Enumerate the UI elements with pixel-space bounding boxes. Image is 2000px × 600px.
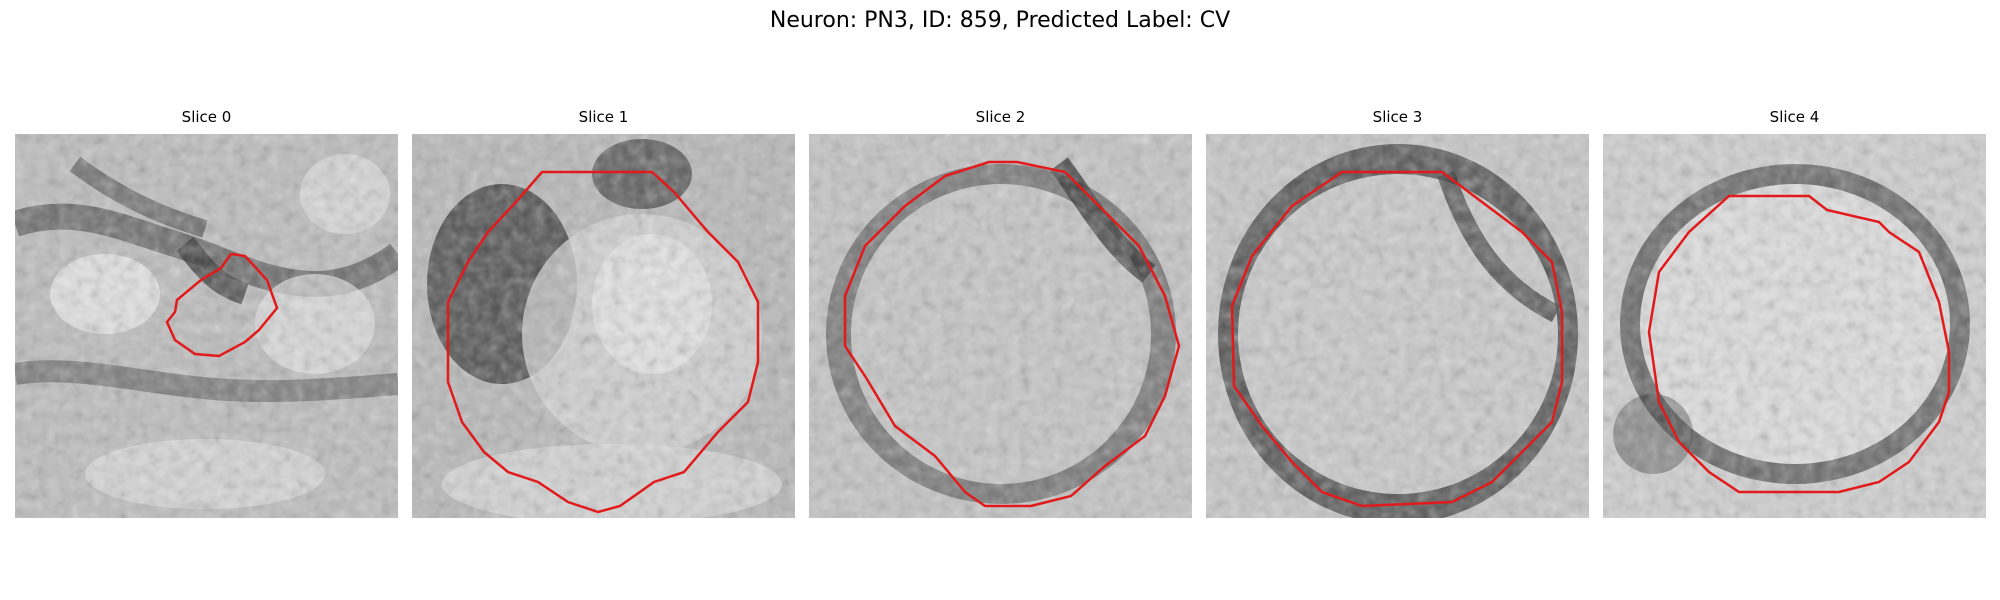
slice-image-0	[15, 134, 398, 518]
slice-panel-1: Slice 1	[412, 108, 795, 518]
slice-title-4: Slice 4	[1769, 108, 1820, 126]
slice-title-3: Slice 3	[1372, 108, 1423, 126]
slice-image-2	[809, 134, 1192, 518]
cell-contour	[446, 170, 760, 514]
cell-contour	[1230, 170, 1564, 508]
slice-panel-3: Slice 3	[1206, 108, 1589, 518]
slice-panel-0: Slice 0	[15, 108, 398, 518]
slice-panel-2: Slice 2	[809, 108, 1192, 518]
cell-contour	[843, 160, 1181, 508]
slice-title-0: Slice 0	[181, 108, 232, 126]
cell-contour	[165, 252, 279, 358]
cell-contour	[1647, 194, 1951, 494]
slice-title-1: Slice 1	[578, 108, 629, 126]
figure-title: Neuron: PN3, ID: 859, Predicted Label: C…	[769, 8, 1231, 33]
slice-image-3	[1206, 134, 1589, 518]
slice-panel-4: Slice 4	[1603, 108, 1986, 518]
slice-image-1	[412, 134, 795, 518]
slice-image-4	[1603, 134, 1986, 518]
slice-title-2: Slice 2	[975, 108, 1026, 126]
